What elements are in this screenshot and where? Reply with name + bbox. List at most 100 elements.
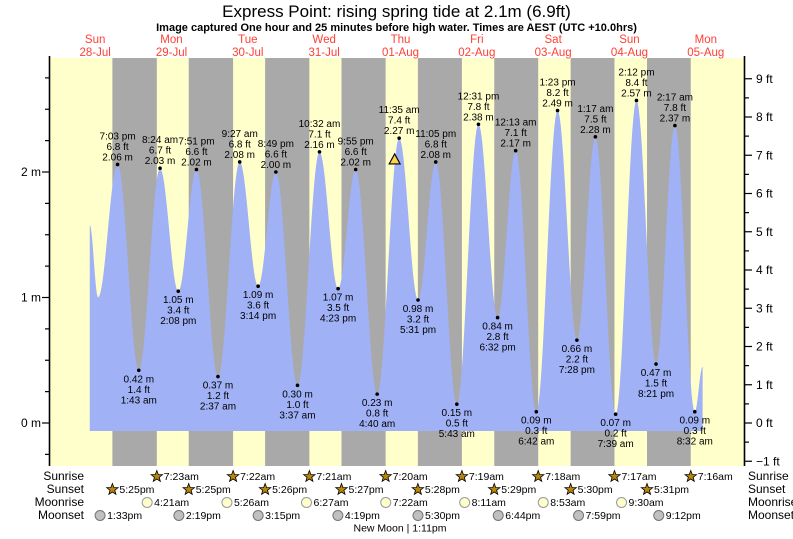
tide-event-time: 5:43 am <box>439 429 475 440</box>
tide-event-m: 2.00 m <box>261 160 292 171</box>
tide-event-label: 1:17 am7.5 ft2.28 m <box>577 104 613 136</box>
tide-event-time: 7:03 pm <box>100 131 136 142</box>
tide-event-m: 1.09 m <box>243 290 274 301</box>
moonset-icon <box>412 510 424 521</box>
sunset-icon <box>487 482 502 496</box>
moonrise-icon <box>616 497 628 508</box>
day-label-weekday: Sun <box>619 34 639 46</box>
moonset-icon <box>252 510 264 521</box>
right-axis-label: 5 ft <box>756 225 773 239</box>
tide-event-m: 2.38 m <box>463 112 494 123</box>
new-moon-label: New Moon | 1:11pm <box>354 523 447 535</box>
sunrise-icon <box>455 469 469 483</box>
sunset-time: 5:31pm <box>654 484 689 496</box>
tide-event-time: 11:05 pm <box>415 129 456 140</box>
day-label-date: 31-Jul <box>308 47 339 59</box>
right-axis-label: 8 ft <box>756 110 773 124</box>
tide-event-time: 6:42 am <box>518 437 554 448</box>
tide-event-time: 8:21 pm <box>638 389 674 400</box>
day-label-date: 29-Jul <box>156 47 187 59</box>
sunrise-icon <box>531 469 545 483</box>
tide-event-m: 2.08 m <box>224 150 255 161</box>
tide-event-label: 0.15 m0.5 ft5:43 am <box>439 408 475 440</box>
tide-event-dot <box>336 286 340 291</box>
day-label-date: 30-Jul <box>232 47 263 59</box>
tide-event-dot <box>692 409 697 414</box>
tide-event-time: 2:37 am <box>200 402 236 413</box>
tide-event-label: 12:13 am7.1 ft2.17 m <box>495 118 537 150</box>
day-label-weekday: Sun <box>85 34 105 46</box>
tide-event-time: 1:23 pm <box>539 78 575 89</box>
tide-event-label: 0.47 m1.5 ft8:21 pm <box>638 368 674 400</box>
tide-event-dot <box>433 160 438 164</box>
tide-event-time: 2:17 am <box>657 93 693 104</box>
row-label-moonrise-left: Moonrise <box>35 495 85 509</box>
tide-event-label: 7:03 pm6.8 ft2.06 m <box>100 131 136 163</box>
tide-event-time: 10:32 am <box>299 119 341 130</box>
chart-subtitle: Image captured One hour and 25 minutes b… <box>156 22 637 34</box>
tide-event-dot <box>115 162 120 167</box>
tide-event-dot <box>476 122 481 127</box>
moonrise-time: 6:27am <box>314 497 349 509</box>
day-label-weekday: Wed <box>312 34 335 46</box>
sunrise-icon <box>226 469 240 483</box>
tide-event-ft: 6.6 ft <box>265 150 287 161</box>
moonrise-time: 7:22am <box>393 497 428 509</box>
moonrise-time: 4:21am <box>154 497 189 509</box>
tide-event-time: 6:32 pm <box>480 343 516 354</box>
tide-event-label: 0.07 m0.2 ft7:39 am <box>598 418 634 450</box>
tide-event-time: 1:43 am <box>121 395 157 406</box>
day-label-date: 02-Aug <box>458 47 495 59</box>
tide-event-label: 0.37 m1.2 ft2:37 am <box>200 381 236 413</box>
tide-event-time: 7:51 pm <box>178 136 214 147</box>
moonset-icon <box>653 510 665 521</box>
tide-event-time: 8:24 am <box>142 135 178 146</box>
sunset-time: 5:29pm <box>501 484 536 496</box>
tide-event-label: 9:27 am6.8 ft2.08 m <box>222 129 258 161</box>
tide-event-m: 2.37 m <box>660 114 691 125</box>
moonrise-time: 8:53am <box>550 497 585 509</box>
sunrise-time: 7:23am <box>164 471 199 483</box>
tide-event-label: 7:51 pm6.6 ft2.02 m <box>178 136 214 168</box>
tide-event-ft: 0.8 ft <box>366 409 388 420</box>
day-label-date: 28-Jul <box>80 47 111 59</box>
tide-event-label: 11:05 pm6.8 ft2.08 m <box>415 129 456 161</box>
moonset-time: 1:33pm <box>107 510 142 522</box>
sunrise-time: 7:19am <box>469 471 504 483</box>
sunrise-icon <box>302 469 317 483</box>
moonrise-icon <box>221 497 233 508</box>
tide-event-m: 2.03 m <box>145 156 176 167</box>
tide-event-m: 0.09 m <box>521 416 552 427</box>
sunset-icon <box>334 482 349 496</box>
tide-event-dot <box>274 170 278 174</box>
tide-event-dot <box>555 108 560 113</box>
tide-event-dot <box>375 392 379 396</box>
tide-event-time: 3:37 am <box>279 410 315 421</box>
tide-event-m: 0.84 m <box>482 322 513 333</box>
tide-event-ft: 1.2 ft <box>207 391 229 402</box>
tide-event-dot <box>353 167 358 172</box>
left-axis-label: 1 m <box>21 291 41 305</box>
tide-event-ft: 7.5 ft <box>584 114 606 125</box>
sunset-icon <box>181 482 196 496</box>
sunset-time: 5:30pm <box>578 484 613 496</box>
tide-event-ft: 7.8 ft <box>467 102 489 113</box>
moonset-time: 5:30pm <box>425 510 460 522</box>
tide-event-m: 0.09 m <box>679 416 710 427</box>
tide-event-ft: 6.6 ft <box>185 147 207 158</box>
tide-event-ft: 2.8 ft <box>486 332 508 343</box>
moonrise-time: 9:30am <box>629 497 664 509</box>
tide-event-label: 0.66 m2.2 ft7:28 pm <box>559 344 595 376</box>
tide-event-ft: 0.3 ft <box>525 426 547 437</box>
right-axis-label: 1 ft <box>756 378 773 392</box>
right-axis-label: 7 ft <box>756 148 773 162</box>
tide-curve <box>89 100 703 431</box>
row-label-sunrise-right: Sunrise <box>748 469 789 483</box>
tide-event-dot <box>317 150 322 154</box>
tide-event-m: 0.47 m <box>641 368 672 379</box>
tide-event-m: 2.16 m <box>304 140 335 151</box>
tide-event-time: 2:12 pm <box>618 67 654 78</box>
tide-event-dot <box>216 374 220 379</box>
tide-event-m: 2.27 m <box>384 126 415 137</box>
tide-event-dot <box>613 412 618 417</box>
